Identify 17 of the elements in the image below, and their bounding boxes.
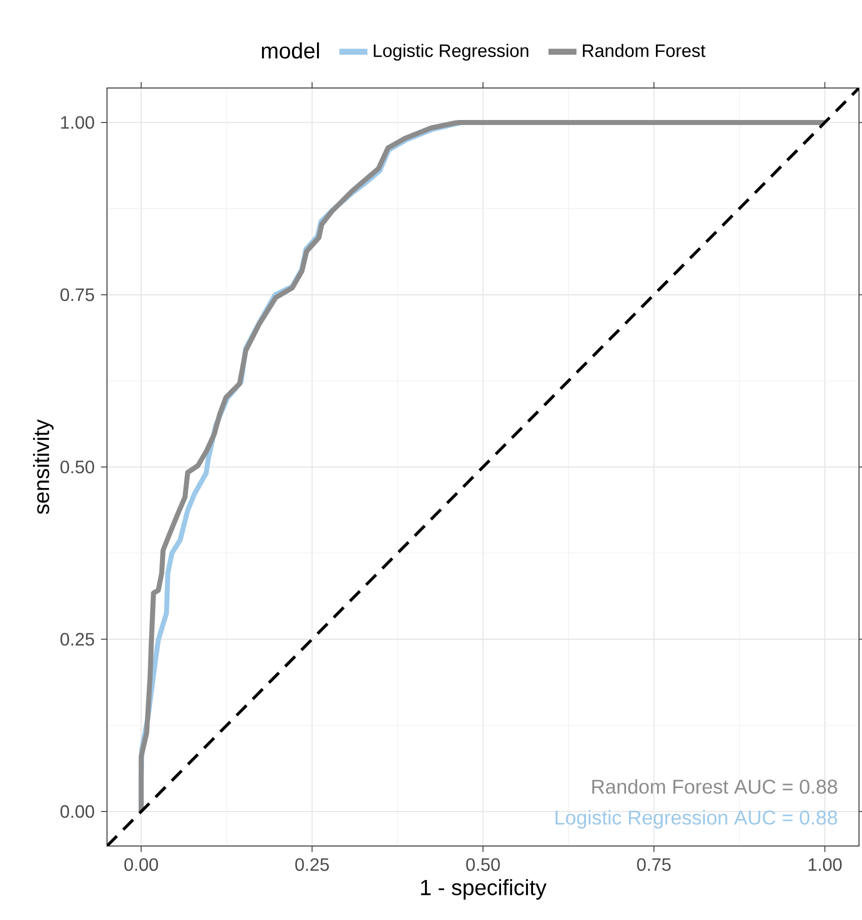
y-tick-label: 0.75 xyxy=(60,288,94,302)
y-tick-label: 1.00 xyxy=(61,116,94,129)
y-axis-title: sensitivity xyxy=(33,419,54,514)
y-tick-label: 0.25 xyxy=(60,632,94,646)
legend-label: Random Forest xyxy=(582,44,706,58)
x-tick-label: 1.00 xyxy=(808,858,842,871)
x-tick-label: 0.75 xyxy=(637,858,671,871)
x-tick-label: 0.50 xyxy=(466,858,500,871)
legend-label: Logistic Regression xyxy=(374,44,528,61)
x-tick-label: 0.00 xyxy=(124,858,158,871)
legend-title: model xyxy=(262,42,319,59)
x-axis-title: 1 - specificity xyxy=(421,879,547,900)
y-tick-label: 0.50 xyxy=(60,460,94,474)
annotation: Random Forest AUC = 0.88 xyxy=(592,779,838,794)
y-tick-label: 0.00 xyxy=(60,805,94,818)
x-tick-label: 0.25 xyxy=(295,858,329,871)
annotation: Logistic Regression AUC = 0.88 xyxy=(556,810,838,829)
